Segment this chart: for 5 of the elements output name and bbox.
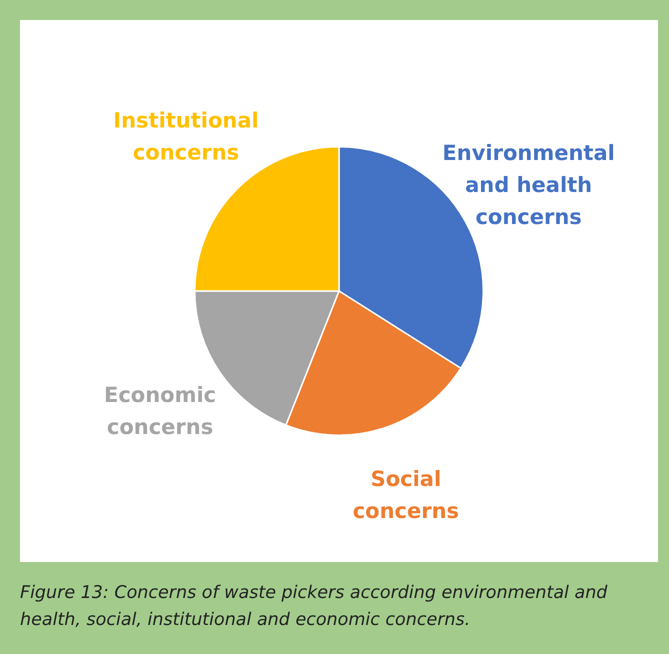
slice-label: Institutional concerns — [113, 108, 259, 164]
slice-label: Economic concerns — [104, 383, 216, 440]
slice-label: Social concerns — [352, 467, 460, 524]
caption: Figure 13: Concerns of waste pickers according environmental and health, social, institutional and economic concerns. — [20, 582, 608, 632]
slice-label: Environmental and health concerns — [442, 141, 615, 230]
